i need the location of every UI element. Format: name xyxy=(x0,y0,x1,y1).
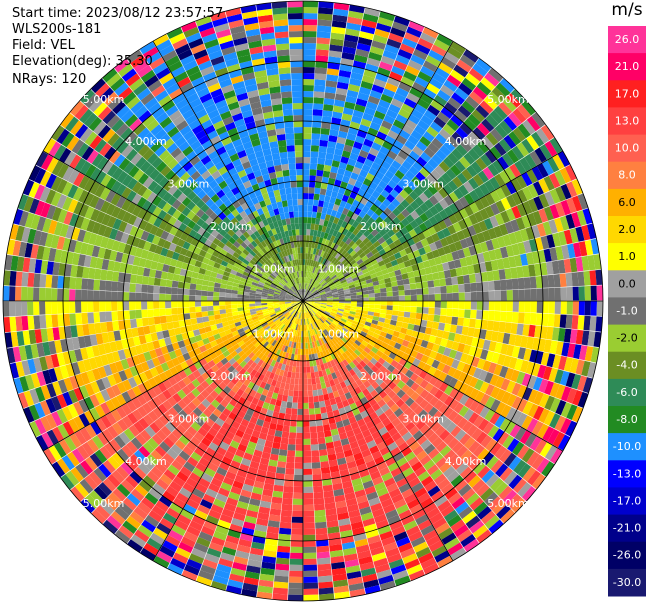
colorbar-swatch xyxy=(608,243,646,271)
colorbar-tick-label: 26.0 xyxy=(615,33,640,46)
colorbar-tick-label: -6.0 xyxy=(616,386,637,399)
azimuth-spoke xyxy=(42,150,304,302)
colorbar-tick-label: -10.0 xyxy=(613,440,641,453)
colorbar-tick-label: 21.0 xyxy=(615,60,640,73)
azimuth-spoke xyxy=(42,300,304,452)
range-ring-label: 5.00km xyxy=(487,497,529,510)
colorbar-swatch xyxy=(608,26,646,54)
colorbar-tick-label: -4.0 xyxy=(616,359,637,372)
colorbar-tick-label: -17.0 xyxy=(613,494,641,507)
range-ring-label: 1.00km xyxy=(318,263,360,276)
colorbar-swatch xyxy=(608,53,646,81)
azimuth-spoke xyxy=(302,150,563,302)
range-ring-label: 5.00km xyxy=(487,93,529,106)
range-ring-label: 2.00km xyxy=(210,220,252,233)
range-ring-label: 1.00km xyxy=(253,328,295,341)
colorbar-tick-label: 8.0 xyxy=(618,169,636,182)
range-ring-label: 4.00km xyxy=(445,455,487,468)
range-ring-label: 5.00km xyxy=(83,93,125,106)
range-ring-label: 3.00km xyxy=(402,178,444,191)
colorbar-swatch xyxy=(608,541,646,570)
colorbar-swatch xyxy=(608,107,646,135)
range-ring-label: 2.00km xyxy=(360,220,402,233)
azimuth-spoke xyxy=(152,300,304,561)
colorbar-swatch xyxy=(608,568,646,597)
range-ring-label: 3.00km xyxy=(168,412,210,425)
colorbar-tick-label: -2.0 xyxy=(616,332,637,345)
colorbar-swatch xyxy=(608,460,646,488)
colorbar-tick-label: -8.0 xyxy=(616,413,637,426)
colorbar-tick-label: -30.0 xyxy=(613,576,641,589)
colorbar-tick-label: -26.0 xyxy=(613,549,641,562)
start-time-text: Start time: 2023/08/12 23:57:57 xyxy=(12,6,224,21)
colorbar-swatch xyxy=(608,188,646,217)
range-ring-label: 1.00km xyxy=(253,263,295,276)
range-ring-label: 4.00km xyxy=(445,135,487,148)
range-ring-label: 5.00km xyxy=(83,497,125,510)
colorbar-tick-label: -21.0 xyxy=(613,522,641,535)
colorbar-swatch xyxy=(608,487,646,515)
colorbar-swatch xyxy=(608,433,646,461)
azimuth-spoke xyxy=(302,300,563,452)
colorbar-tick-label: 2.0 xyxy=(618,223,636,236)
colorbar-swatch xyxy=(608,297,646,325)
azimuth-spoke xyxy=(302,300,454,561)
colorbar-unit: m/s xyxy=(611,0,643,20)
colorbar-swatch xyxy=(608,406,646,434)
radar-gates xyxy=(3,1,603,601)
colorbar-swatch xyxy=(608,270,646,298)
colorbar-tick-label: 17.0 xyxy=(615,87,640,100)
colorbar-tick-label: 13.0 xyxy=(615,114,640,127)
colorbar-swatch xyxy=(608,351,646,380)
colorbar-swatch xyxy=(608,514,646,543)
colorbar-swatch xyxy=(608,161,646,190)
range-ring-label: 3.00km xyxy=(402,412,444,425)
nrays-text: NRays: 120 xyxy=(12,72,87,87)
range-ring-label: 2.00km xyxy=(360,370,402,383)
colorbar-tick-label: -1.0 xyxy=(616,304,637,317)
colorbar-tick-label: 6.0 xyxy=(618,196,636,209)
azimuth-spoke xyxy=(302,40,454,302)
colorbar-swatch xyxy=(608,134,646,163)
colorbar-swatch xyxy=(608,324,646,353)
range-ring-label: 4.00km xyxy=(125,455,167,468)
colorbar-swatch xyxy=(608,80,646,108)
colorbar-swatch xyxy=(608,216,646,244)
colorbar-tick-label: -13.0 xyxy=(613,467,641,480)
azimuth-spoke xyxy=(152,40,304,302)
elevation-text: Elevation(deg): 35.30 xyxy=(12,54,153,69)
range-ring-label: 4.00km xyxy=(125,135,167,148)
field-text: Field: VEL xyxy=(12,38,75,53)
range-ring-label: 2.00km xyxy=(210,370,252,383)
colorbar-tick-label: 10.0 xyxy=(615,142,640,155)
range-ring-label: 1.00km xyxy=(318,328,360,341)
colorbar: 26.0 21.0 17.0 13.0 10.0 8.0 6.0 2.0 1.0 0.0 -1.0 -… xyxy=(608,26,646,597)
colorbar-swatch xyxy=(608,378,646,407)
range-ring-label: 3.00km xyxy=(168,178,210,191)
site-name-text: WLS200s-181 xyxy=(12,22,102,37)
colorbar-tick-label: 0.0 xyxy=(618,277,636,290)
colorbar-tick-label: 1.0 xyxy=(618,250,636,263)
